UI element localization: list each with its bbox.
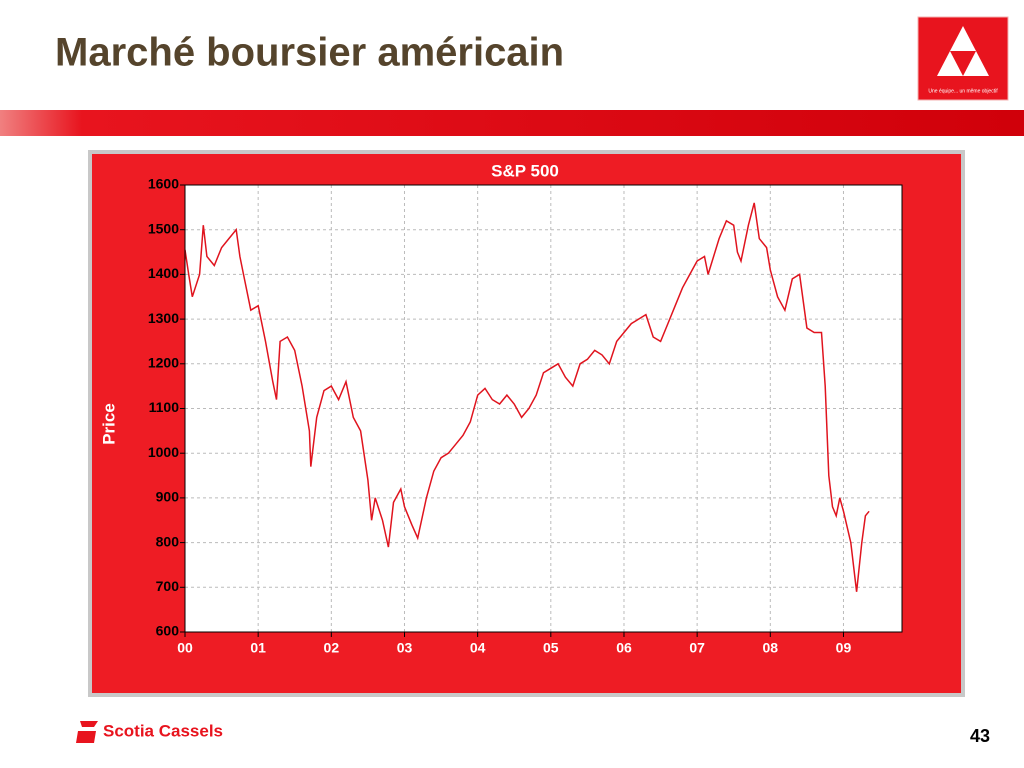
x-tick-label: 08 <box>763 640 779 656</box>
x-tick-label: 05 <box>543 640 559 656</box>
x-tick-label: 03 <box>397 640 413 656</box>
logo-cut <box>950 51 976 76</box>
y-tick-label: 1300 <box>148 310 179 326</box>
plot: 600 700 800 900 1000 1100 1200 1300 1400 1500 1600… <box>148 176 903 656</box>
y-axis-label: Price <box>99 403 118 445</box>
plot-border <box>184 184 903 633</box>
x-tick-label: 00 <box>177 640 193 656</box>
y-tick-label: 600 <box>156 623 180 639</box>
logo: Une équipe... un même objectif <box>917 16 1009 101</box>
y-tick-label: 1600 <box>148 176 179 192</box>
footer-icon <box>76 721 98 743</box>
header-band <box>0 110 1024 136</box>
y-tick-label: 800 <box>156 533 180 549</box>
x-tick-label: 01 <box>250 640 266 656</box>
page-number: 43 <box>970 726 990 746</box>
chart-title: S&P 500 <box>491 161 559 180</box>
logo-tagline: Une équipe... un même objectif <box>928 88 998 94</box>
y-tick-label: 700 <box>156 578 180 594</box>
x-tick-label: 02 <box>324 640 340 656</box>
x-tick-label: 07 <box>689 640 705 656</box>
slide-title: Marché boursier américain <box>55 31 564 75</box>
x-tick-label: 06 <box>616 640 632 656</box>
plot-area <box>184 184 903 633</box>
x-tick-label: 09 <box>836 640 852 656</box>
price-line <box>184 202 870 592</box>
y-tick-label: 1400 <box>148 265 179 281</box>
y-tick-label: 1000 <box>148 444 179 460</box>
y-tick-label: 1200 <box>148 355 179 371</box>
y-tick-label: 1500 <box>148 220 179 236</box>
footer-logo: Scotia Cassels <box>76 721 223 743</box>
y-tick-label: 900 <box>156 489 180 505</box>
footer-text: Scotia Cassels <box>103 721 223 740</box>
x-tick-label: 04 <box>470 640 486 656</box>
y-tick-label: 1100 <box>149 399 180 415</box>
